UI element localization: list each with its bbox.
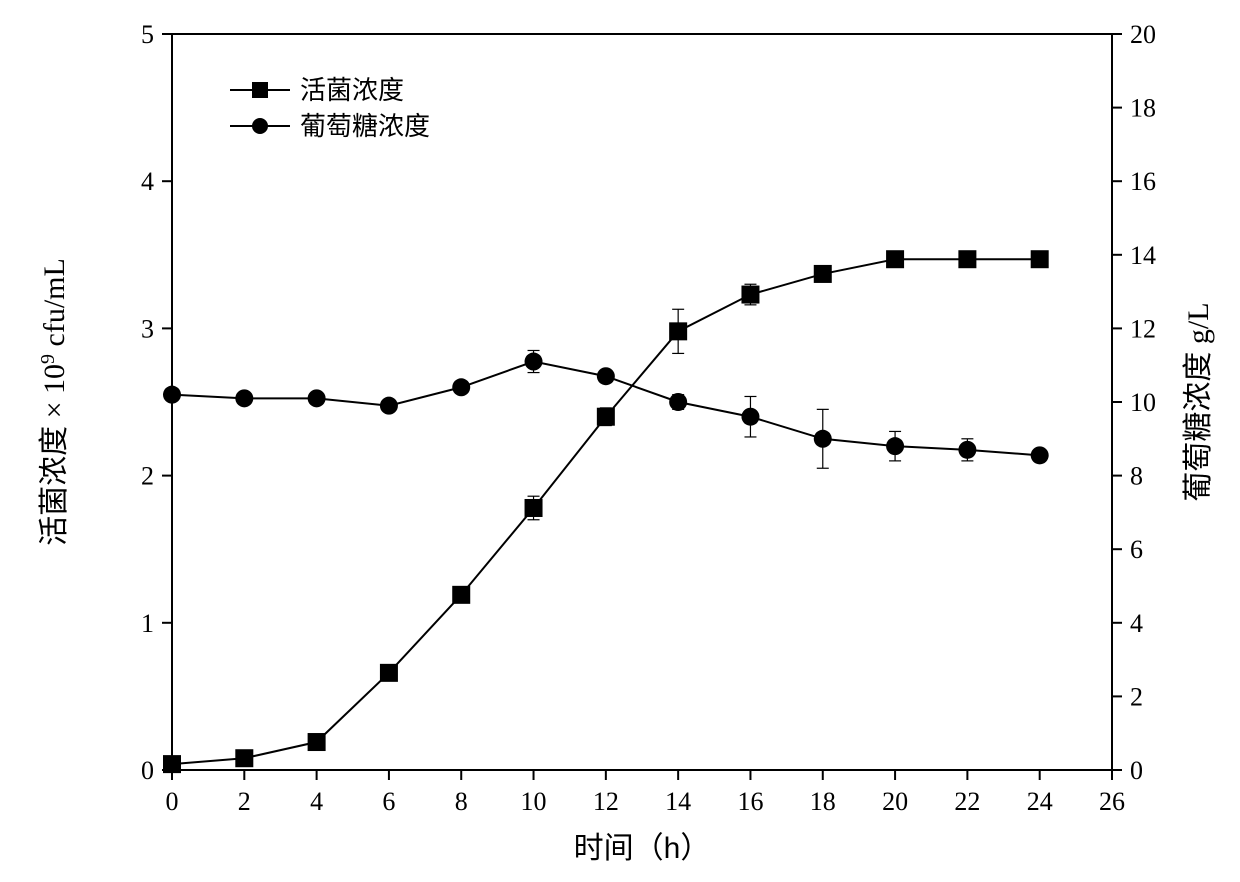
x-tick-label: 4 — [310, 787, 323, 816]
x-tick-label: 14 — [665, 787, 691, 816]
x-tick-label: 22 — [954, 787, 980, 816]
x-tick-label: 6 — [382, 787, 395, 816]
circle-marker — [452, 378, 470, 396]
circle-marker — [525, 353, 543, 371]
square-marker — [308, 733, 326, 751]
chart-container: 02468101214161820222426时间（h）012345活菌浓度 ×… — [0, 0, 1240, 882]
y-left-tick-label: 2 — [141, 462, 154, 491]
circle-marker — [597, 367, 615, 385]
x-tick-label: 24 — [1027, 787, 1053, 816]
y-right-tick-label: 12 — [1130, 314, 1156, 343]
circle-marker — [886, 437, 904, 455]
square-marker — [669, 322, 687, 340]
x-tick-label: 0 — [166, 787, 179, 816]
y-right-axis-label: 葡萄糖浓度 g/L — [1182, 302, 1215, 501]
growth-chart: 02468101214161820222426时间（h）012345活菌浓度 ×… — [0, 0, 1240, 882]
square-marker — [163, 755, 181, 773]
square-marker — [380, 664, 398, 682]
square-marker — [886, 250, 904, 268]
circle-marker — [308, 389, 326, 407]
x-tick-label: 18 — [810, 787, 836, 816]
y-left-tick-label: 1 — [141, 609, 154, 638]
legend-label: 活菌浓度 — [300, 75, 404, 105]
x-tick-label: 8 — [455, 787, 468, 816]
y-right-tick-label: 14 — [1130, 241, 1156, 270]
x-axis-label: 时间（h） — [574, 832, 711, 865]
circle-marker — [1031, 446, 1049, 464]
y-right-tick-label: 18 — [1130, 94, 1156, 123]
y-right-tick-label: 10 — [1130, 388, 1156, 417]
circle-marker — [814, 430, 832, 448]
y-right-tick-label: 20 — [1130, 20, 1156, 49]
legend: 活菌浓度葡萄糖浓度 — [230, 75, 430, 141]
circle-marker — [235, 389, 253, 407]
square-marker — [597, 408, 615, 426]
y-left-tick-label: 5 — [141, 20, 154, 49]
circle-marker — [163, 386, 181, 404]
square-marker — [741, 286, 759, 304]
series-line-square — [172, 259, 1040, 764]
x-tick-label: 20 — [882, 787, 908, 816]
x-tick-label: 10 — [521, 787, 547, 816]
x-tick-label: 26 — [1099, 787, 1125, 816]
y-right-tick-label: 8 — [1130, 462, 1143, 491]
y-left-tick-label: 0 — [141, 756, 154, 785]
square-marker — [814, 265, 832, 283]
x-tick-label: 12 — [593, 787, 619, 816]
y-right-tick-label: 6 — [1130, 535, 1143, 564]
square-marker — [1031, 250, 1049, 268]
circle-marker — [741, 408, 759, 426]
y-left-tick-label: 3 — [141, 314, 154, 343]
square-marker — [958, 250, 976, 268]
y-right-tick-label: 16 — [1130, 167, 1156, 196]
y-right-tick-label: 2 — [1130, 682, 1143, 711]
y-left-tick-label: 4 — [141, 167, 154, 196]
legend-square-icon — [252, 82, 268, 98]
y-right-tick-label: 0 — [1130, 756, 1143, 785]
y-left-axis-label: 活菌浓度 × 109 cfu/mL — [37, 258, 71, 546]
square-marker — [525, 499, 543, 517]
x-tick-label: 2 — [238, 787, 251, 816]
y-right-tick-label: 4 — [1130, 609, 1143, 638]
x-tick-label: 16 — [737, 787, 763, 816]
circle-marker — [380, 397, 398, 415]
circle-marker — [958, 441, 976, 459]
legend-circle-icon — [252, 118, 268, 134]
legend-label: 葡萄糖浓度 — [300, 111, 430, 141]
circle-marker — [669, 393, 687, 411]
square-marker — [235, 749, 253, 767]
square-marker — [452, 586, 470, 604]
